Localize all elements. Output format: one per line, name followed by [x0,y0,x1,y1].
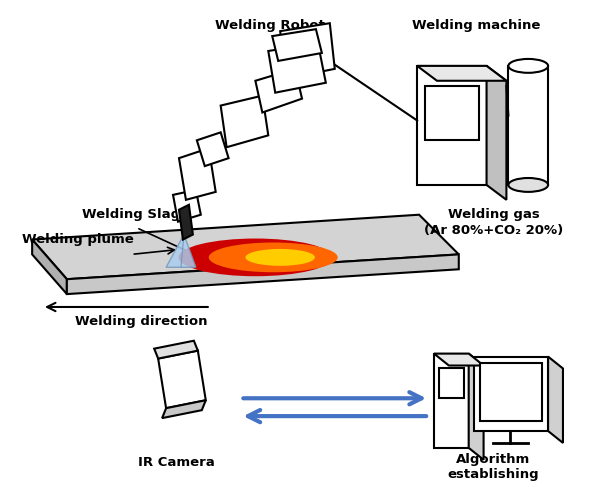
Polygon shape [272,29,322,61]
Polygon shape [439,368,463,398]
Polygon shape [67,254,459,294]
Polygon shape [32,240,67,294]
Polygon shape [269,43,326,93]
Polygon shape [179,148,216,200]
Polygon shape [487,66,507,200]
Polygon shape [280,23,335,79]
Polygon shape [548,357,563,443]
Text: (Ar 80%+CO₂ 20%): (Ar 80%+CO₂ 20%) [424,223,563,237]
Ellipse shape [509,59,548,73]
Ellipse shape [178,239,333,276]
Polygon shape [166,235,196,268]
Polygon shape [255,69,302,113]
Polygon shape [158,351,206,408]
Polygon shape [220,96,269,147]
Polygon shape [480,363,542,421]
Ellipse shape [509,178,548,192]
Polygon shape [32,215,459,279]
Polygon shape [434,354,484,366]
Text: Welding plume: Welding plume [22,233,134,246]
Ellipse shape [209,243,338,272]
Polygon shape [162,400,206,418]
Polygon shape [469,354,484,460]
Text: Welding direction: Welding direction [75,315,208,328]
Polygon shape [173,190,201,221]
Polygon shape [417,66,507,81]
Text: Algorithm
establishing: Algorithm establishing [448,453,540,481]
Polygon shape [154,341,198,359]
Polygon shape [425,86,479,140]
Text: Welding machine: Welding machine [412,19,541,32]
Polygon shape [179,205,193,240]
Polygon shape [197,132,228,166]
Polygon shape [474,357,548,431]
Text: Welding gas: Welding gas [448,208,540,221]
Text: Welding Robot: Welding Robot [216,19,325,32]
Text: Welding Slag: Welding Slag [82,208,180,221]
Polygon shape [417,66,487,185]
Polygon shape [434,354,469,448]
Text: IR Camera: IR Camera [138,456,214,469]
Polygon shape [509,66,548,185]
Ellipse shape [245,249,315,266]
